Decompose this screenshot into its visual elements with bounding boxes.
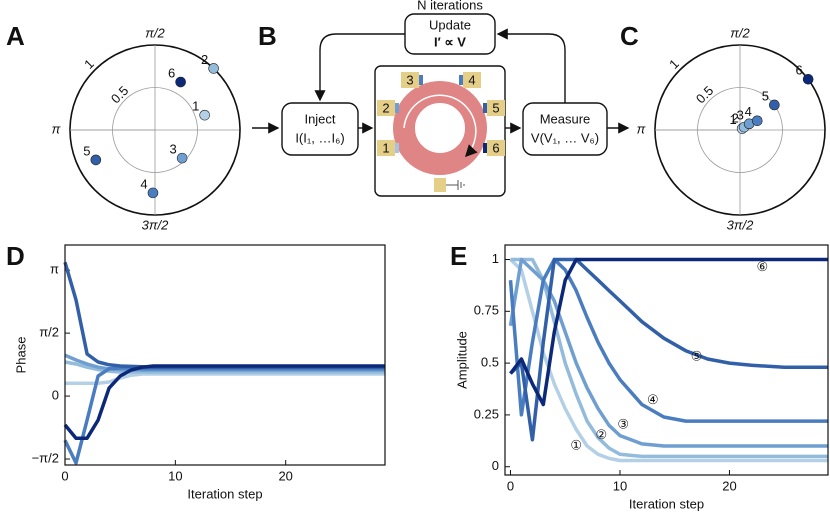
point [177, 153, 187, 163]
point-label: 2 [201, 52, 208, 67]
contact [483, 103, 487, 113]
point-label: 3 [737, 107, 744, 122]
r-tick-label: 0.5 [108, 83, 131, 106]
point-label: 5 [762, 88, 769, 103]
panel-label: A [6, 21, 25, 51]
pad-label: 2 [382, 100, 389, 115]
angle-tick-label: 3π/2 [727, 217, 755, 232]
y-tick-label: π/2 [39, 325, 59, 340]
contact [483, 143, 487, 153]
y-tick-label: 0 [52, 388, 59, 403]
contact [419, 75, 423, 85]
point-label: 4 [140, 176, 147, 191]
inject-title: Inject [304, 111, 335, 126]
x-tick-label: 20 [722, 478, 736, 493]
x-tick-label: 20 [278, 468, 292, 483]
pad-label: 5 [492, 100, 499, 115]
pad-label: 1 [382, 140, 389, 155]
pad-label: 6 [492, 140, 499, 155]
plot-frame [65, 245, 385, 465]
annotation: ② [596, 427, 608, 442]
y-axis-label: Amplitude [454, 331, 469, 389]
y-tick-label: 0.25 [474, 406, 499, 421]
y-axis-label: Phase [13, 337, 28, 374]
angle-tick-label: 3π/2 [142, 217, 170, 232]
panel-label: B [258, 21, 277, 51]
series-line [511, 260, 829, 457]
update-title: Update [429, 17, 471, 32]
series-line [65, 366, 385, 438]
arrow [498, 34, 565, 103]
x-tick-label: 0 [507, 478, 514, 493]
annotation: ④ [647, 392, 659, 407]
point [200, 110, 210, 120]
y-tick-label: 0 [492, 458, 499, 473]
point-label: 6 [168, 65, 175, 80]
update-formula: I′ ∝ V [434, 34, 466, 49]
angle-tick-label: π/2 [730, 25, 750, 40]
plot-frame [505, 245, 828, 475]
angle-tick-label: π/2 [145, 25, 165, 40]
measure-formula: V(V₁, … V₆) [531, 130, 599, 145]
point [91, 155, 101, 165]
point-label: 6 [796, 63, 803, 78]
y-tick-label: −π/2 [32, 450, 59, 465]
x-axis-label: Iteration step [187, 486, 262, 501]
ground-pad [434, 178, 446, 192]
r-tick-label: 0.5 [693, 83, 716, 106]
series-line [65, 262, 385, 367]
angle-tick-label: π [52, 121, 61, 136]
point-label: 3 [170, 142, 177, 157]
point [209, 63, 219, 73]
annotation: ① [570, 437, 582, 452]
annotation: ⑥ [756, 259, 768, 274]
pad-label: 3 [406, 72, 413, 87]
point-label: 4 [745, 104, 752, 119]
x-tick-label: 10 [613, 478, 627, 493]
y-tick-label: 0.5 [481, 355, 499, 370]
contact [395, 143, 399, 153]
angle-tick-label: π [637, 121, 646, 136]
point [803, 74, 813, 84]
series-line [511, 260, 829, 461]
pad-label: 4 [468, 72, 475, 87]
contact [459, 75, 463, 85]
point [752, 116, 762, 126]
inject-formula: I(I₁, …I₆) [295, 130, 344, 145]
y-tick-label: 0.75 [474, 303, 499, 318]
annotation: ⑤ [691, 348, 703, 363]
x-tick-label: 10 [168, 468, 182, 483]
point [769, 100, 779, 110]
loop-label: N iterations [417, 0, 483, 12]
y-tick-label: π [50, 262, 59, 277]
point-label: 5 [83, 143, 90, 158]
point [148, 188, 158, 198]
x-axis-label: Iteration step [629, 496, 704, 511]
diagram: N iterations Update I′ ∝ V Inject I(I₁, … [252, 0, 628, 196]
contact [395, 103, 399, 113]
measure-title: Measure [540, 111, 591, 126]
point [176, 77, 186, 87]
panel-label: E [450, 241, 467, 271]
panel-label: C [620, 21, 639, 51]
annotation: ③ [617, 417, 629, 432]
x-tick-label: 0 [61, 468, 68, 483]
y-tick-label: 1 [492, 251, 499, 266]
point-label: 1 [192, 99, 199, 114]
panel-label: D [6, 241, 25, 271]
series-line [511, 260, 829, 440]
